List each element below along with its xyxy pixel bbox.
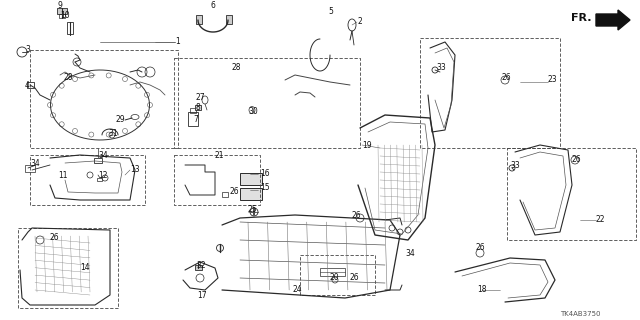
Bar (27, 82, 34, 88)
Bar (97, 178, 102, 181)
Text: 25: 25 (248, 205, 258, 214)
Text: 26: 26 (350, 274, 360, 283)
Text: 26: 26 (352, 211, 362, 220)
Bar (195, 105, 201, 110)
Text: 9: 9 (58, 1, 63, 10)
Text: 13: 13 (130, 165, 140, 174)
Text: 23: 23 (548, 76, 557, 84)
Bar (57, 8, 67, 14)
Text: 2: 2 (357, 18, 362, 27)
Text: 6: 6 (211, 1, 216, 10)
Text: 11: 11 (58, 171, 67, 180)
Text: 15: 15 (260, 183, 269, 193)
Text: 10: 10 (60, 12, 70, 20)
Text: 32: 32 (196, 260, 205, 269)
Text: 26: 26 (475, 244, 484, 252)
Text: 30: 30 (248, 108, 258, 116)
Text: 28: 28 (231, 63, 241, 73)
Text: 16: 16 (260, 170, 269, 179)
Text: 33: 33 (510, 161, 520, 170)
Text: 28: 28 (63, 74, 72, 83)
Bar (240, 188, 262, 200)
Text: 24: 24 (292, 285, 302, 294)
Text: 33: 33 (436, 63, 445, 73)
Text: TK4AB3750: TK4AB3750 (560, 311, 600, 317)
Bar (188, 112, 198, 126)
Text: 21: 21 (214, 150, 224, 159)
Bar (67, 22, 73, 34)
Bar (222, 192, 228, 197)
Bar (25, 165, 35, 172)
Polygon shape (596, 10, 630, 30)
Text: 22: 22 (596, 215, 605, 225)
Text: 3: 3 (25, 45, 30, 54)
Text: 34: 34 (98, 150, 108, 159)
Bar (196, 15, 202, 24)
Text: 31: 31 (108, 129, 118, 138)
Text: 27: 27 (195, 93, 205, 102)
Bar (190, 108, 196, 113)
Bar (240, 173, 262, 185)
Text: 26: 26 (50, 234, 60, 243)
Text: 1: 1 (175, 37, 180, 46)
Text: 12: 12 (98, 171, 108, 180)
Text: FR.: FR. (572, 13, 592, 23)
Bar (226, 15, 232, 24)
Bar (195, 265, 202, 270)
Bar (320, 268, 345, 276)
Text: 14: 14 (80, 263, 90, 273)
Text: 18: 18 (477, 285, 487, 294)
Bar (59, 14, 65, 18)
Text: 29: 29 (115, 116, 125, 124)
Text: 5: 5 (328, 7, 333, 17)
Text: 26: 26 (230, 188, 239, 196)
Text: 34: 34 (30, 158, 40, 167)
Text: 34: 34 (405, 249, 415, 258)
Text: 7: 7 (193, 116, 198, 124)
Text: 26: 26 (502, 74, 511, 83)
Text: 4: 4 (25, 81, 30, 90)
Text: 20: 20 (329, 274, 339, 283)
Text: 26: 26 (572, 156, 582, 164)
Text: 19: 19 (362, 140, 372, 149)
Bar (94, 158, 102, 163)
Text: 17: 17 (197, 291, 207, 300)
Text: 8: 8 (196, 103, 201, 113)
